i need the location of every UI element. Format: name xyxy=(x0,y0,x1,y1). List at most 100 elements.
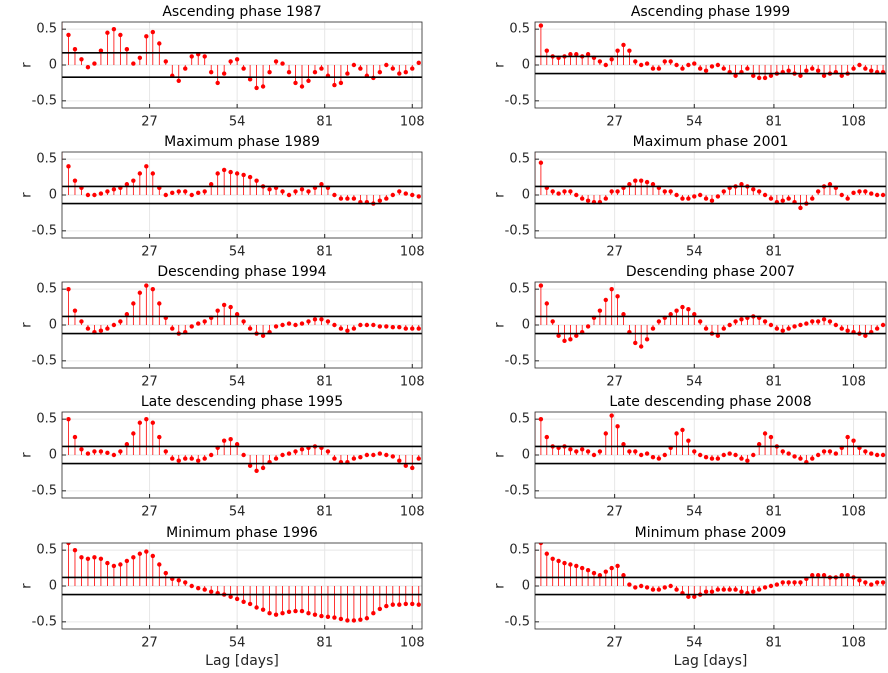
stem-marker xyxy=(751,187,756,192)
stem-marker xyxy=(579,447,585,452)
stem-marker xyxy=(416,60,421,66)
stem-marker xyxy=(680,304,685,310)
stem-marker xyxy=(325,614,331,620)
x-tick-label: 108 xyxy=(400,375,425,390)
stem-marker xyxy=(798,322,803,328)
stem-marker xyxy=(556,191,561,196)
stem-marker xyxy=(544,48,549,53)
stem-marker xyxy=(157,562,162,567)
stem-marker xyxy=(556,558,561,564)
x-tick-label: 27 xyxy=(606,245,623,260)
stem-marker xyxy=(709,456,715,461)
stem-marker xyxy=(228,59,233,64)
stem-marker xyxy=(332,456,337,461)
stem-marker xyxy=(786,580,791,585)
stem-marker xyxy=(371,322,376,328)
stem-marker xyxy=(609,57,614,62)
stem-marker xyxy=(410,192,415,198)
stem-marker xyxy=(568,337,573,342)
x-tick-label: 54 xyxy=(229,115,246,130)
stem-marker xyxy=(638,344,644,349)
stem-marker xyxy=(150,420,156,425)
stem-marker xyxy=(579,565,585,571)
stem-marker xyxy=(656,66,662,71)
stem-marker xyxy=(351,326,357,331)
subplot: 27 54 81 108 -0.5 0 0.5 Late descending phase 2… xyxy=(493,394,887,520)
stem-marker xyxy=(111,563,117,569)
stem-marker xyxy=(650,587,656,592)
stem-marker xyxy=(721,66,726,71)
stem-marker xyxy=(715,62,721,68)
stem-marker xyxy=(668,189,673,194)
stem-marker xyxy=(105,326,110,331)
y-axis-label: r xyxy=(20,322,35,328)
stem-marker xyxy=(538,160,544,165)
x-tick-label: 54 xyxy=(686,115,703,130)
y-tick-label: 0 xyxy=(522,448,530,463)
stem-marker xyxy=(839,73,844,78)
stem-marker xyxy=(715,456,721,461)
stem-marker xyxy=(150,29,156,35)
stem-marker xyxy=(751,452,756,458)
x-tick-label: 81 xyxy=(766,636,783,651)
subplot: 27 54 81 108 -0.5 0 0.5 Descending phase 1994 r xyxy=(20,264,425,390)
y-tick-label: 0.5 xyxy=(36,412,57,427)
stems xyxy=(62,412,421,473)
stem-marker xyxy=(650,66,656,71)
stem-marker xyxy=(306,78,311,83)
stem-marker xyxy=(603,431,608,436)
stem-marker xyxy=(144,34,149,39)
stem-marker xyxy=(815,319,821,324)
stem-marker xyxy=(574,563,579,569)
stem-marker xyxy=(774,582,780,587)
stem-marker xyxy=(332,192,337,198)
stem-marker xyxy=(351,618,357,623)
stem-marker xyxy=(66,416,71,422)
stem-marker xyxy=(267,187,272,192)
stem-marker xyxy=(792,580,797,585)
stem-marker xyxy=(416,326,421,331)
stem-marker xyxy=(810,196,815,201)
stem-marker xyxy=(319,66,324,71)
stem-marker xyxy=(183,66,188,71)
stem-marker xyxy=(189,54,194,59)
stem-marker xyxy=(633,178,638,183)
stem-marker xyxy=(786,326,791,331)
stem-marker xyxy=(597,308,603,313)
stem-marker xyxy=(176,78,181,83)
stem-marker xyxy=(280,452,285,458)
stem-marker xyxy=(234,442,240,447)
stem-marker xyxy=(533,121,537,125)
stem-marker xyxy=(416,602,421,607)
stem-marker xyxy=(815,452,821,458)
stem-marker xyxy=(839,192,844,198)
stem-marker xyxy=(863,333,868,338)
stem-marker xyxy=(397,189,402,194)
stem-marker xyxy=(615,189,620,194)
stem-marker xyxy=(644,585,650,590)
stem-marker xyxy=(403,69,408,75)
stem-marker xyxy=(384,452,389,458)
stem-marker xyxy=(857,578,862,583)
stem-marker xyxy=(574,449,579,454)
stem-marker xyxy=(857,62,862,68)
stem-marker xyxy=(163,570,168,576)
x-axis-label: Lag [days] xyxy=(205,653,279,669)
y-tick-label: -0.5 xyxy=(505,353,530,368)
stem-marker xyxy=(189,192,194,198)
stem-marker xyxy=(384,196,389,201)
x-tick-label: 27 xyxy=(141,375,158,390)
stem-marker xyxy=(124,442,130,447)
stem-marker xyxy=(668,59,673,64)
stem-marker xyxy=(111,187,117,192)
stem-marker xyxy=(215,80,220,86)
stem-marker xyxy=(880,322,886,328)
stem-marker xyxy=(79,447,84,452)
x-tick-label: 81 xyxy=(766,505,783,520)
stem-marker xyxy=(157,301,162,306)
axes-box xyxy=(61,21,423,109)
stem-marker xyxy=(638,62,644,68)
axes-box xyxy=(534,281,887,369)
subplot-title: Late descending phase 2008 xyxy=(609,394,811,410)
stem-marker xyxy=(603,569,608,574)
